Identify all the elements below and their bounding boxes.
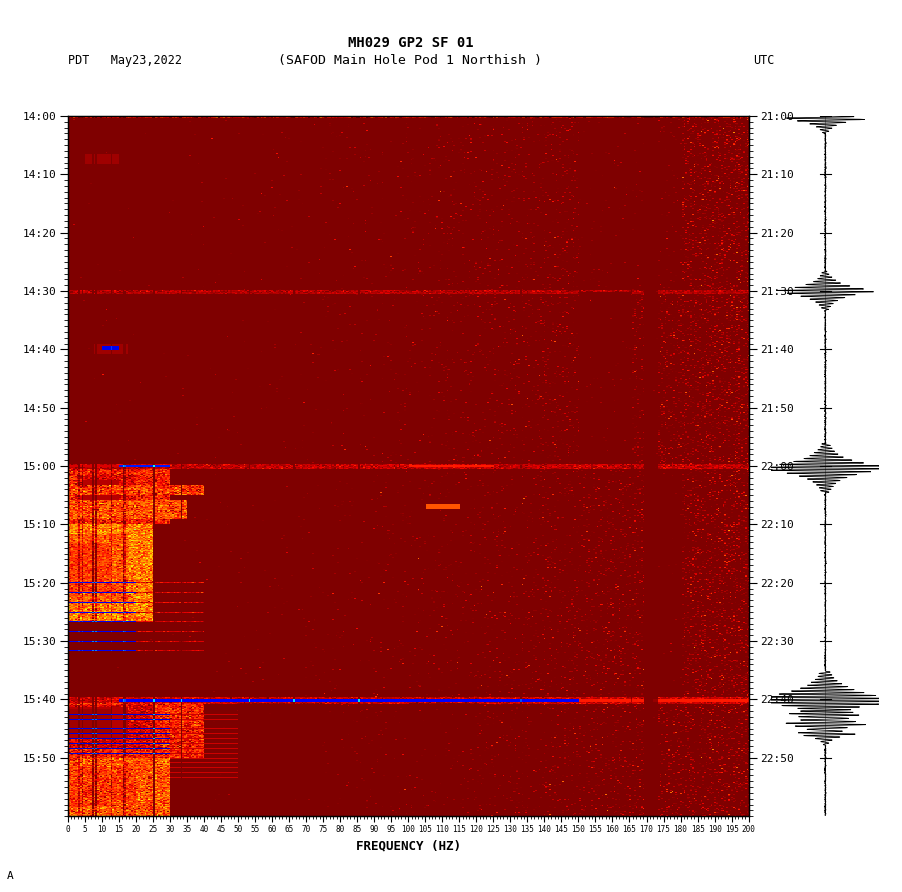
Text: UTC: UTC — [753, 54, 775, 67]
Text: MH029 GP2 SF 01: MH029 GP2 SF 01 — [347, 36, 474, 50]
Text: ◠: ◠ — [0, 15, 14, 35]
Text: USGS: USGS — [9, 17, 56, 32]
X-axis label: FREQUENCY (HZ): FREQUENCY (HZ) — [355, 839, 461, 852]
Text: A: A — [7, 871, 14, 881]
Text: (SAFOD Main Hole Pod 1 Northish ): (SAFOD Main Hole Pod 1 Northish ) — [279, 54, 542, 67]
Text: PDT   May23,2022: PDT May23,2022 — [68, 54, 181, 67]
